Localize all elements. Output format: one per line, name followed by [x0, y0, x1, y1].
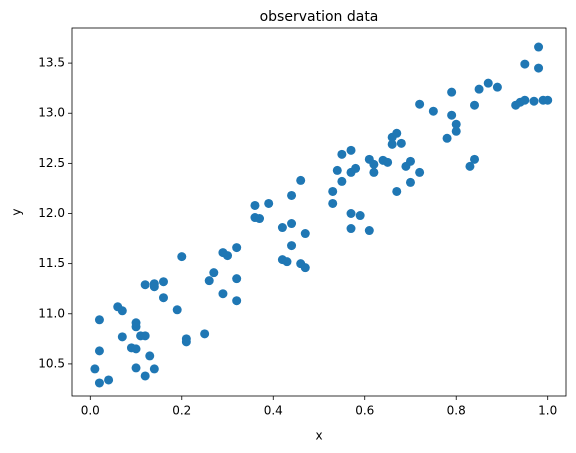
axes-frame — [71, 27, 567, 397]
scatter-point — [204, 276, 214, 286]
x-tick-label: 0.0 — [81, 404, 100, 418]
scatter-point — [117, 332, 127, 342]
scatter-point — [483, 78, 493, 88]
scatter-point — [117, 306, 127, 316]
scatter-point — [534, 42, 544, 52]
scatter-point — [232, 296, 242, 306]
scatter-point — [492, 82, 502, 92]
scatter-point — [131, 344, 141, 354]
scatter-point — [149, 282, 159, 292]
scatter-point — [209, 268, 219, 278]
scatter-point — [520, 95, 530, 105]
scatter-point — [415, 99, 425, 109]
scatter-point — [369, 167, 379, 177]
scatter-point — [337, 149, 347, 159]
y-tick-label: 11.5 — [38, 256, 65, 270]
scatter-point — [172, 305, 182, 315]
scatter-point — [264, 198, 274, 208]
scatter-point — [328, 186, 338, 196]
scatter-point — [447, 87, 457, 97]
scatter-point — [447, 110, 457, 120]
scatter-point — [140, 280, 150, 290]
scatter-point — [223, 251, 233, 261]
scatter-point — [90, 364, 100, 374]
scatter-point — [369, 159, 379, 169]
scatter-point — [158, 277, 168, 287]
scatter-point — [277, 223, 287, 233]
scatter-point — [465, 161, 475, 171]
scatter-point — [287, 219, 297, 229]
scatter-point — [177, 252, 187, 262]
scatter-point — [529, 96, 539, 106]
scatter-point — [94, 378, 104, 388]
scatter-point — [428, 106, 438, 116]
scatter-point — [470, 100, 480, 110]
scatter-point — [451, 119, 461, 129]
scatter-point — [337, 176, 347, 186]
x-tick-label: 0.6 — [355, 404, 374, 418]
y-tick-label: 13.5 — [38, 56, 65, 70]
scatter-point — [181, 337, 191, 347]
chart-title: observation data — [260, 9, 379, 25]
scatter-point — [218, 289, 228, 299]
scatter-point — [232, 243, 242, 253]
scatter-point — [149, 364, 159, 374]
scatter-point — [346, 145, 356, 155]
x-tick-label: 0.8 — [447, 404, 466, 418]
scatter-point — [255, 214, 265, 224]
scatter-point — [543, 95, 553, 105]
scatter-point — [296, 175, 306, 185]
scatter-point — [392, 186, 402, 196]
scatter-point — [94, 315, 104, 325]
scatter-point — [520, 59, 530, 69]
scatter-point — [250, 200, 260, 210]
scatter-point — [328, 198, 338, 208]
y-axis-label: y — [10, 208, 24, 215]
scatter-point — [351, 163, 361, 173]
scatter-point — [158, 293, 168, 303]
scatter-point — [355, 211, 365, 221]
scatter-point — [94, 346, 104, 356]
scatter-point — [104, 375, 114, 385]
scatter-point — [332, 165, 342, 175]
scatter-point — [140, 371, 150, 381]
scatter-point — [131, 363, 141, 373]
scatter-point — [405, 177, 415, 187]
scatter-point — [287, 241, 297, 251]
x-tick-label: 1.0 — [538, 404, 557, 418]
scatter-point — [145, 351, 155, 361]
scatter-point — [405, 156, 415, 166]
scatter-point — [287, 190, 297, 200]
scatter-point — [470, 154, 480, 164]
scatter-point — [396, 138, 406, 148]
scatter-point — [442, 133, 452, 143]
scatter-point — [415, 167, 425, 177]
scatter-point — [346, 209, 356, 219]
x-tick-label: 0.4 — [264, 404, 283, 418]
scatter-point — [451, 126, 461, 136]
scatter-point — [232, 274, 242, 284]
x-tick-label: 0.2 — [172, 404, 191, 418]
scatter-point — [387, 139, 397, 149]
scatter-point — [346, 224, 356, 234]
y-tick-label: 12.5 — [38, 156, 65, 170]
scatter-point — [282, 257, 292, 267]
y-tick-label: 13.0 — [38, 106, 65, 120]
scatter-point — [534, 63, 544, 73]
scatter-point — [383, 157, 393, 167]
scatter-point — [392, 128, 402, 138]
scatter-point — [474, 84, 484, 94]
y-tick-label: 12.0 — [38, 206, 65, 220]
scatter-point — [200, 329, 210, 339]
scatter-point — [140, 331, 150, 341]
scatter-point — [364, 226, 374, 236]
y-tick-label: 11.0 — [38, 306, 65, 320]
scatter-point — [131, 318, 141, 328]
scatter-point — [300, 263, 310, 273]
x-axis-label: x — [315, 429, 322, 443]
y-tick-label: 10.5 — [38, 356, 65, 370]
scatter-point — [300, 229, 310, 239]
